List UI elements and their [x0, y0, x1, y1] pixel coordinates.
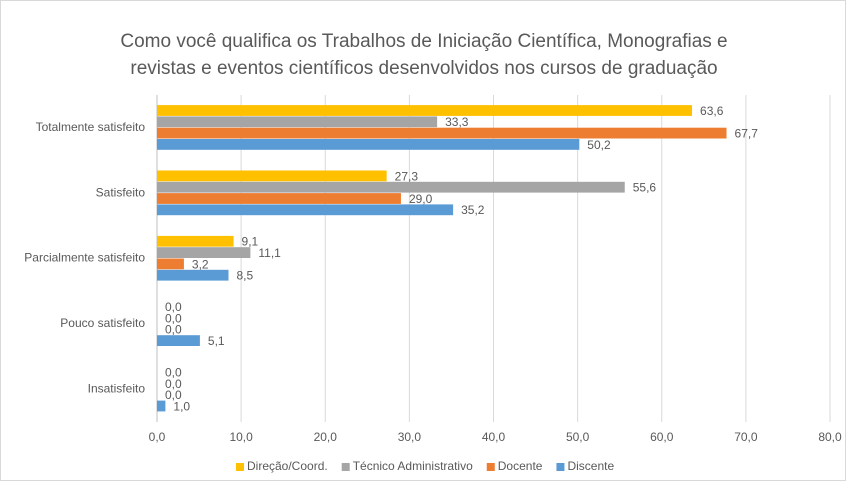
bar — [157, 170, 387, 182]
value-label: 35,2 — [461, 203, 485, 217]
x-tick-label: 10,0 — [229, 430, 253, 444]
legend-label: Discente — [567, 459, 614, 473]
value-label: 33,3 — [445, 115, 469, 129]
value-label: 3,2 — [192, 257, 209, 271]
value-label: 63,6 — [700, 104, 724, 118]
value-label: 1,0 — [173, 399, 190, 413]
x-tick-label: 20,0 — [314, 430, 338, 444]
bar — [157, 181, 625, 193]
x-tick-label: 40,0 — [482, 430, 506, 444]
bar — [157, 116, 438, 128]
bar — [157, 204, 454, 216]
legend-label: Técnico Administrativo — [353, 459, 473, 473]
value-label: 8,5 — [237, 269, 254, 283]
bar — [157, 335, 200, 346]
value-label: 5,1 — [208, 334, 225, 348]
bar — [157, 247, 251, 258]
bar — [157, 105, 693, 116]
legend-label: Direção/Coord. — [247, 459, 328, 473]
bar — [157, 235, 234, 247]
value-label: 0,0 — [165, 323, 182, 337]
value-label: 9,1 — [242, 235, 259, 249]
value-label: 50,2 — [587, 138, 611, 152]
x-tick-label: 80,0 — [818, 430, 842, 444]
bar — [157, 193, 401, 204]
x-tick-label: 60,0 — [650, 430, 674, 444]
chart-title: Como você qualifica os Trabalhos de Inic… — [120, 31, 728, 79]
value-label: 11,1 — [258, 246, 281, 260]
legend-swatch — [556, 463, 565, 471]
bar — [157, 269, 229, 281]
value-label: 29,0 — [409, 192, 433, 206]
bar — [157, 139, 580, 150]
y-tick-label: Pouco satisfeito — [60, 316, 145, 330]
y-tick-label: Parcialmente satisfeito — [24, 251, 145, 265]
y-tick-label: Satisfeito — [96, 185, 146, 199]
x-tick-label: 30,0 — [398, 430, 422, 444]
legend-swatch — [486, 463, 495, 471]
value-label: 67,7 — [735, 127, 759, 141]
x-tick-label: 0,0 — [149, 430, 166, 444]
x-tick-label: 70,0 — [734, 430, 758, 444]
bar — [157, 400, 166, 412]
y-tick-label: Totalmente satisfeito — [36, 120, 146, 134]
value-label: 0,0 — [165, 366, 182, 380]
value-label: 27,3 — [395, 169, 419, 183]
value-label: 0,0 — [165, 388, 182, 402]
legend-swatch — [236, 463, 244, 471]
y-tick-label: Insatisfeito — [88, 381, 146, 395]
legend-swatch — [341, 463, 350, 471]
value-label: 55,6 — [633, 181, 657, 195]
value-label: 0,0 — [165, 300, 182, 314]
legend-label: Docente — [498, 459, 543, 473]
bar — [157, 127, 727, 139]
value-label: 0,0 — [165, 311, 182, 325]
x-tick-label: 50,0 — [566, 430, 590, 444]
bar — [157, 258, 184, 270]
value-label: 0,0 — [165, 377, 182, 391]
